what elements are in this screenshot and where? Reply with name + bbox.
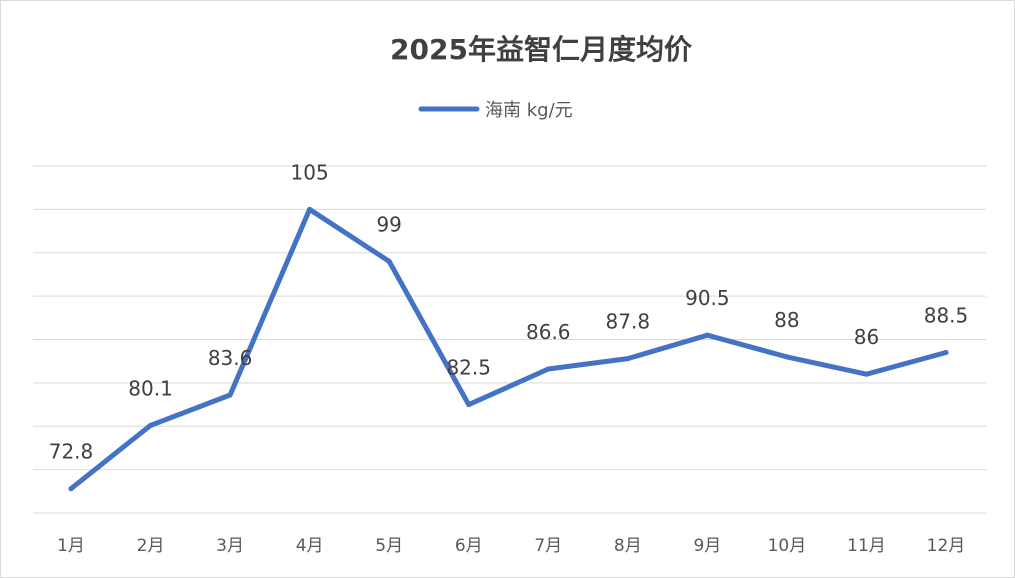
data-point	[227, 392, 233, 398]
series-layer: 72.8 80.1 83.6 105 99 82.5 86.6 87.8 90.5 88 86 88.…	[49, 160, 969, 492]
x-tick-label: 3月	[216, 536, 244, 556]
data-point	[68, 486, 74, 492]
data-point	[784, 354, 790, 360]
x-tick-label: 9月	[693, 536, 721, 556]
x-tick-label: 5月	[375, 536, 403, 556]
x-tick-label: 2月	[137, 536, 165, 556]
series-line	[68, 206, 949, 492]
data-label: 83.6	[208, 346, 253, 370]
data-label: 88	[774, 308, 799, 332]
legend: 海南 kg/元	[418, 100, 573, 121]
data-label: 88.5	[924, 304, 969, 328]
data-label: 82.5	[446, 356, 491, 380]
data-label: 86	[854, 325, 879, 349]
x-tick-label: 7月	[534, 536, 562, 556]
x-tick-label: 6月	[455, 536, 483, 556]
x-tick-label: 12月	[927, 536, 966, 556]
data-point	[307, 206, 313, 212]
data-label: 99	[376, 212, 401, 236]
gridlines	[33, 165, 986, 514]
data-point	[545, 366, 551, 372]
data-point	[943, 350, 949, 356]
x-tick-label: 4月	[296, 536, 324, 556]
data-label: 105	[291, 160, 329, 184]
data-point	[466, 402, 472, 408]
data-label: 90.5	[685, 286, 730, 310]
data-point	[863, 371, 869, 377]
data-label: 87.8	[606, 310, 651, 334]
data-label: 86.6	[526, 320, 571, 344]
legend-label: 海南 kg/元	[485, 100, 573, 121]
data-point	[704, 332, 710, 338]
data-point	[625, 356, 631, 362]
x-tick-label: 1月	[57, 536, 85, 556]
data-point	[386, 258, 392, 264]
data-point	[148, 422, 154, 428]
x-axis-ticks: 1月 2月 3月 4月 5月 6月 7月 8月 9月 10月 11月 12月	[57, 536, 965, 556]
data-label: 72.8	[49, 440, 94, 464]
chart-title: 2025年益智仁月度均价	[390, 33, 693, 66]
x-tick-label: 8月	[614, 536, 642, 556]
data-label: 80.1	[128, 376, 173, 400]
x-tick-label: 10月	[768, 536, 807, 556]
x-tick-label: 11月	[847, 536, 886, 556]
